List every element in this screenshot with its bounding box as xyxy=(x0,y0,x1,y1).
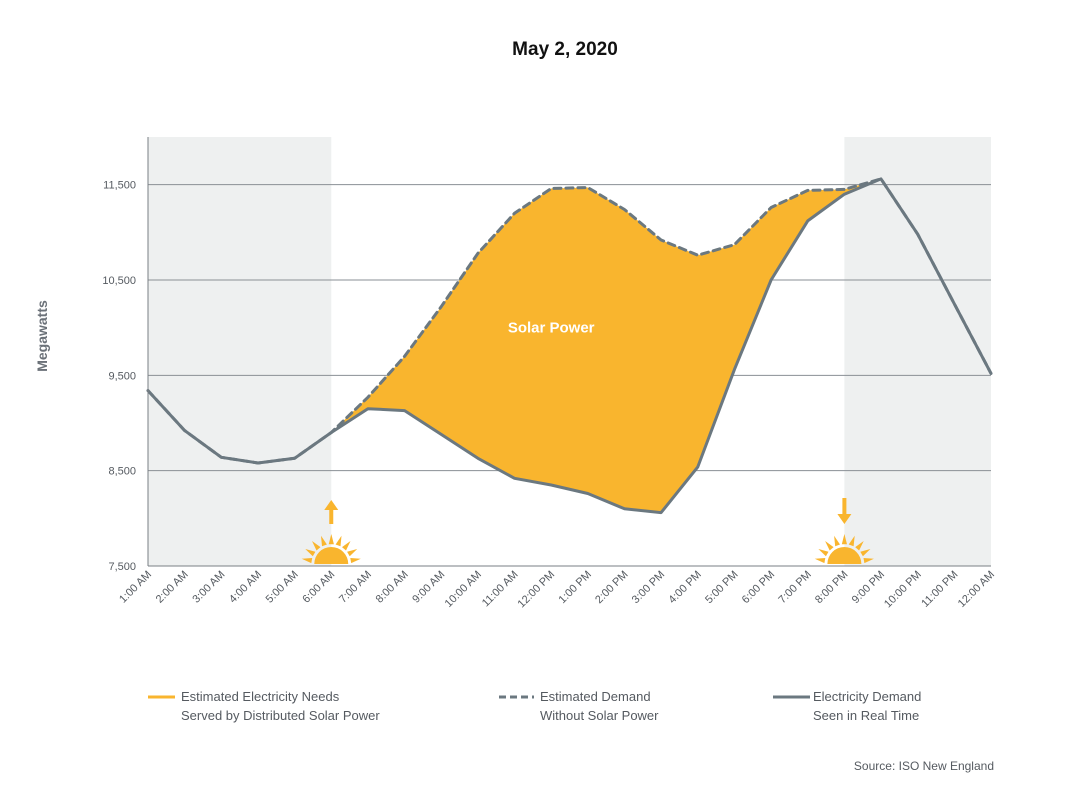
legend-realtime-line1: Electricity Demand xyxy=(813,689,921,704)
x-tick-label: 11:00 AM xyxy=(480,569,521,610)
night-shade-1 xyxy=(844,137,991,566)
sunset-icon xyxy=(814,498,874,564)
sun-ray xyxy=(342,541,351,551)
sun-ray xyxy=(347,549,358,557)
x-tick-label: 1:00 AM xyxy=(117,569,154,606)
night-shading xyxy=(148,137,991,566)
sun-ray xyxy=(301,558,313,564)
x-tick-label: 11:00 PM xyxy=(919,569,960,610)
chart-title: May 2, 2020 xyxy=(512,39,618,60)
sun-ray xyxy=(321,535,327,547)
legend-item-real-time: Electricity Demand Seen in Real Time xyxy=(773,689,921,723)
x-tick-label: 2:00 AM xyxy=(154,569,191,606)
x-tick-label: 9:00 PM xyxy=(850,569,887,606)
x-tick-label: 10:00 PM xyxy=(882,569,924,611)
sun-disc xyxy=(827,547,862,564)
x-tick-label: 12:00 PM xyxy=(516,569,558,611)
sun-ray xyxy=(312,541,321,551)
sun-ray xyxy=(335,535,342,547)
x-tick-label: 1:00 PM xyxy=(556,569,593,606)
x-tick-label: 3:00 AM xyxy=(190,569,227,606)
sun-ray xyxy=(855,541,864,551)
sun-markers xyxy=(301,498,874,564)
y-tick-labels: 7,500 8,500 9,500 10,500 11,500 xyxy=(102,180,136,573)
x-tick-label: 4:00 PM xyxy=(666,569,703,606)
legend-solar-line2: Served by Distributed Solar Power xyxy=(181,708,380,723)
x-tick-label: 6:00 PM xyxy=(740,569,777,606)
y-tick-label: 8,500 xyxy=(108,466,136,478)
sunrise-icon xyxy=(301,500,361,564)
x-tick-label: 7:00 AM xyxy=(337,569,374,606)
axes xyxy=(147,137,991,567)
x-tick-label: 4:00 AM xyxy=(227,569,264,606)
x-tick-label: 8:00 AM xyxy=(374,569,411,606)
sun-disc xyxy=(314,547,349,564)
sun-arrow-down xyxy=(837,514,852,524)
legend-item-estimated-demand: Estimated Demand Without Solar Power xyxy=(499,689,659,723)
sun-ray xyxy=(825,541,834,551)
solar-power-area xyxy=(331,178,881,513)
legend-estimated-line2: Without Solar Power xyxy=(540,708,659,723)
series-real-time-demand-line xyxy=(146,177,993,515)
legend-item-solar: Estimated Electricity Needs Served by Di… xyxy=(148,689,380,723)
source-note: Source: ISO New England xyxy=(854,759,994,773)
sun-ray xyxy=(305,549,316,557)
sun-ray xyxy=(848,535,855,547)
sun-ray xyxy=(863,558,874,564)
sun-ray xyxy=(860,549,871,557)
sun-ray xyxy=(328,534,334,545)
sun-ray xyxy=(350,558,361,564)
y-axis-label: Megawatts xyxy=(34,300,50,372)
solar-power-annotation: Solar Power xyxy=(508,320,595,337)
y-tick-label: 11,500 xyxy=(103,180,136,192)
sun-ray xyxy=(834,535,840,547)
sun-arrow-shaft xyxy=(842,498,847,514)
x-tick-labels: 1:00 AM 2:00 AM 3:00 AM 4:00 AM 5:00 AM 6:00 … xyxy=(117,569,997,611)
series-lines xyxy=(146,177,993,515)
sun-arrow-shaft xyxy=(329,508,334,524)
night-shade-0 xyxy=(148,137,332,566)
x-tick-label: 12:00 AM xyxy=(956,569,997,610)
x-tick-label: 5:00 AM xyxy=(264,569,301,606)
sun-ray xyxy=(841,534,847,545)
x-tick-label: 10:00 AM xyxy=(443,569,484,610)
legend: Estimated Electricity Needs Served by Di… xyxy=(148,689,921,723)
sun-ray xyxy=(814,558,826,564)
y-tick-label: 7,500 xyxy=(108,561,136,573)
x-tick-label: 6:00 AM xyxy=(300,569,337,606)
x-tick-label: 5:00 PM xyxy=(703,569,740,606)
sun-arrow-up xyxy=(324,500,339,510)
legend-solar-line1: Estimated Electricity Needs xyxy=(181,689,340,704)
x-tick-label: 3:00 PM xyxy=(630,569,667,606)
y-tick-label: 10,500 xyxy=(102,275,136,287)
x-tick-label: 9:00 AM xyxy=(410,569,447,606)
legend-realtime-line2: Seen in Real Time xyxy=(813,708,919,723)
x-tick-label: 8:00 PM xyxy=(813,569,850,606)
legend-estimated-line1: Estimated Demand xyxy=(540,689,651,704)
x-tick-label: 7:00 PM xyxy=(776,569,813,606)
x-tick-label: 2:00 PM xyxy=(593,569,630,606)
sun-ray xyxy=(818,549,829,557)
solar-area xyxy=(331,178,881,513)
y-tick-label: 9,500 xyxy=(108,370,136,382)
